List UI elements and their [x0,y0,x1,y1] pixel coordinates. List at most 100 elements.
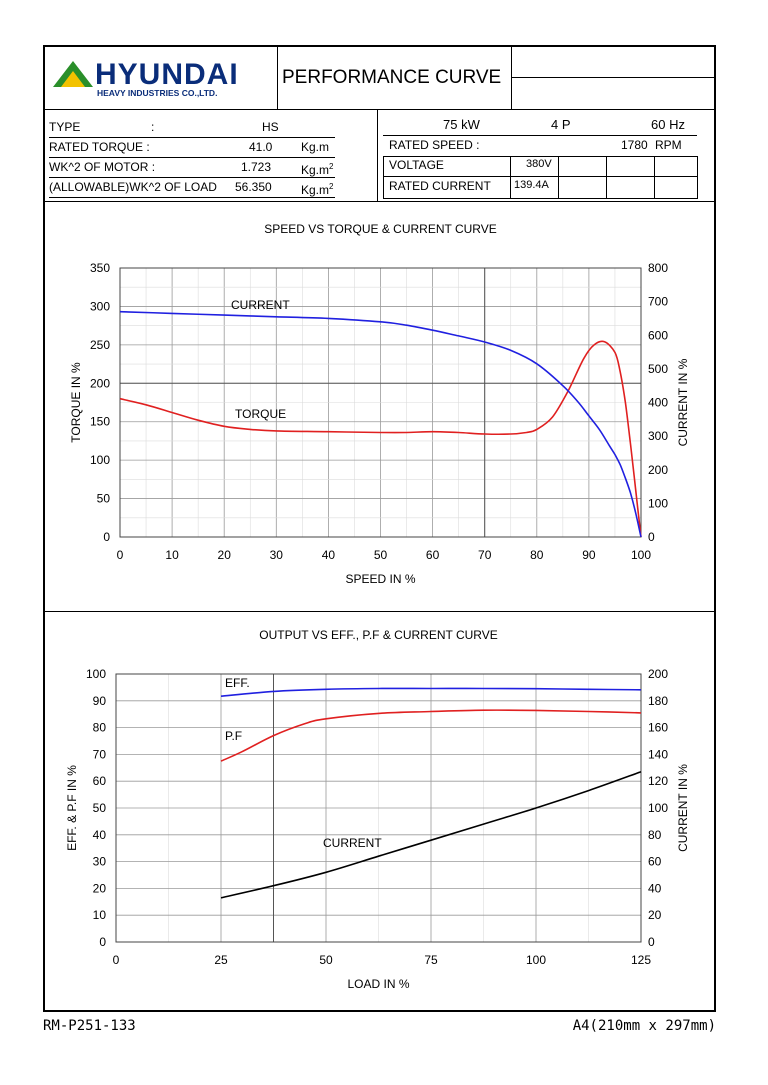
spec-left: TYPE : HS RATED TORQUE : 41.0 Kg.m WK^2 … [45,109,378,201]
y-tick-label: 20 [93,881,107,895]
series-annotation: TORQUE [235,407,286,421]
y-tick-label: 300 [90,299,110,313]
series-annotation: CURRENT [323,836,382,850]
series-annotation: CURRENT [231,298,290,312]
rated-current-label: RATED CURRENT [389,179,491,193]
x-tick-label: 80 [530,548,544,562]
y2-tick-label: 700 [648,295,668,309]
x-tick-label: 75 [424,953,438,967]
logo-cell: HYUNDAI HEAVY INDUSTRIES CO.,LTD. [45,47,278,109]
spec-right: 75 kW 4 P 60 Hz RATED SPEED : 1780 RPM V… [383,115,698,199]
wk2-motor-unit-sup: 2 [329,162,334,171]
y2-tick-label: 0 [648,530,655,544]
sheet-header: HYUNDAI HEAVY INDUSTRIES CO.,LTD. PERFOR… [45,47,714,110]
wk2-load-row: (ALLOWABLE)WK^2 OF LOAD 56.350 Kg.m2 [49,177,335,198]
y-tick-label: 40 [93,828,107,842]
y-tick-label: 30 [93,855,107,869]
footer-doc-number: RM-P251-133 [43,1018,136,1034]
series-annotation: EFF. [225,676,250,690]
y2-tick-label: 20 [648,908,662,922]
y-tick-label: 250 [90,338,110,352]
y2-tick-label: 200 [648,667,668,681]
x-tick-label: 0 [113,953,120,967]
y-tick-label: 200 [90,376,110,390]
plot-area-frame [115,673,642,943]
y-tick-label: 150 [90,415,110,429]
x-tick-label: 10 [165,548,179,562]
rated-torque-row: RATED TORQUE : 41.0 Kg.m [49,137,335,158]
y-tick-label: 100 [90,453,110,467]
x-tick-label: 30 [270,548,284,562]
poles-value: 4 [551,117,559,132]
x-tick-label: 50 [374,548,388,562]
wk2-load-unit: Kg.m [301,183,330,197]
y-tick-label: 90 [93,694,107,708]
y-tick-label: 350 [90,261,110,275]
type-label: TYPE [49,120,81,134]
rated-speed-value: 1780 [621,138,648,152]
poles-unit: P [561,117,571,132]
output-eff-pf-current-chart: OUTPUT VS EFF., P.F & CURRENT CURVE 0 25 50… [65,628,690,991]
freq-value: 60 [651,117,666,132]
performance-sheet: HYUNDAI HEAVY INDUSTRIES CO.,LTD. PERFOR… [43,45,716,1012]
y-tick-label: 0 [99,935,106,949]
rated-speed-unit: RPM [655,138,682,152]
rated-speed-label: RATED SPEED : [389,138,480,152]
hyundai-logo-triangle-icon [53,61,93,87]
y-tick-label: 10 [93,908,107,922]
x-tick-label: 100 [631,548,651,562]
wk2-load-label: (ALLOWABLE)WK^2 OF LOAD [49,180,217,194]
power-value: 75 [443,117,458,132]
power-unit: kW [461,117,480,132]
brand-name: HYUNDAI [95,58,239,91]
x-tick-label: 25 [214,953,228,967]
y-tick-label: 100 [86,667,106,681]
wk2-load-value: 56.350 [235,180,272,194]
y2-tick-label: 120 [648,774,668,788]
series-line-eff [220,687,642,697]
rated-torque-label: RATED TORQUE : [49,140,150,154]
title-right-divider [512,77,714,78]
output-eff-chart-panel: OUTPUT VS EFF., P.F & CURRENT CURVE 0 25 50… [45,611,714,1010]
y2-tick-label: 80 [648,828,662,842]
series-line-current [220,771,642,899]
spec-table: TYPE : HS RATED TORQUE : 41.0 Kg.m WK^2 … [45,109,714,202]
y-tick-label: 80 [93,721,107,735]
wk2-motor-label: WK^2 OF MOTOR : [49,160,156,174]
y-axis-label: EFF. & P.F IN % [65,765,79,851]
y2-tick-label: 500 [648,362,668,376]
x-axis-label: SPEED IN % [345,572,415,586]
speed-torque-chart-panel: SPEED VS TORQUE & CURRENT CURVE 0 10 20 30 40… [45,201,714,612]
type-colon: : [151,120,155,134]
x-tick-label: 40 [322,548,336,562]
wk2-motor-row: WK^2 OF MOTOR : 1.723 Kg.m2 [49,157,335,178]
y-tick-label: 50 [97,492,111,506]
wk2-motor-value: 1.723 [241,160,272,174]
y2-axis-label: CURRENT IN % [676,764,690,852]
footer-paper-size: A4(210mm x 297mm) [572,1018,716,1034]
y2-tick-label: 200 [648,463,668,477]
x-tick-label: 70 [478,548,492,562]
y-tick-label: 0 [103,530,110,544]
power-row: 75 kW 4 P 60 Hz [383,115,697,136]
x-tick-label: 100 [526,953,546,967]
y2-axis-label: CURRENT IN % [676,358,690,446]
plot-area-frame [119,267,642,538]
chart-title: OUTPUT VS EFF., P.F & CURRENT CURVE [259,628,498,642]
brand-subtitle: HEAVY INDUSTRIES CO.,LTD. [97,88,218,98]
y2-tick-label: 400 [648,396,668,410]
series-annotation: P.F [225,729,242,743]
x-tick-label: 125 [631,953,651,967]
y2-tick-label: 600 [648,328,668,342]
wk2-load-unit-sup: 2 [329,182,334,191]
rated-torque-value: 41.0 [249,140,273,154]
y-tick-label: 70 [93,747,107,761]
type-row: TYPE : HS [49,117,335,138]
speed-torque-current-chart: SPEED VS TORQUE & CURRENT CURVE 0 10 20 30 40… [69,222,690,586]
y2-tick-label: 0 [648,935,655,949]
x-tick-label: 60 [426,548,440,562]
freq-unit: Hz [669,117,685,132]
x-tick-label: 0 [117,548,124,562]
y2-tick-label: 180 [648,694,668,708]
voltage-current-grid: VOLTAGE 380V RATED CURRENT 139.4A [383,156,698,199]
